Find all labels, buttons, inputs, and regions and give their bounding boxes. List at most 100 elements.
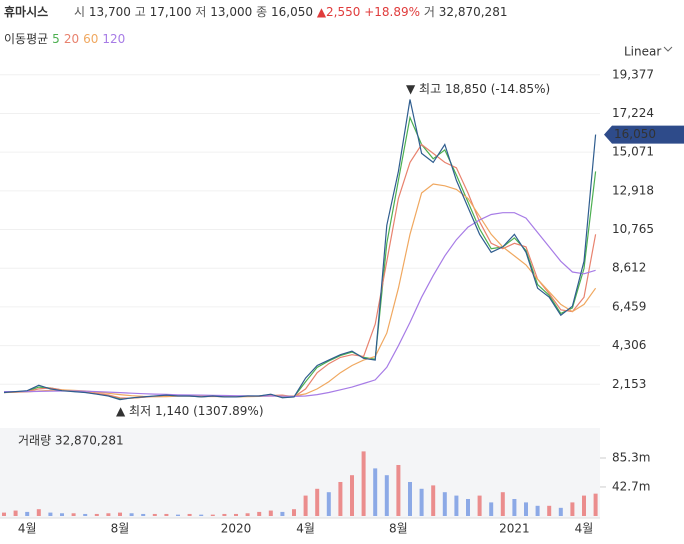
volume-bar [338,481,343,516]
legend-entry: 20 [64,32,79,46]
x-tick-label: 2020 [221,522,252,536]
volume-bar [187,513,192,516]
y-tick-label: 8,612 [612,261,646,275]
scale-toggle[interactable]: Linear [624,45,661,59]
volume-bar [500,492,505,516]
last-price-label: 16,050 [614,127,656,141]
volume-bar [384,475,389,516]
volume-bar [60,513,64,516]
volume-bar [2,512,6,516]
x-tick-label: 8월 [111,522,130,536]
label: 종 [256,5,267,19]
change: 2,550 [326,5,360,19]
label: 저 [195,5,206,19]
volume-bar [373,468,378,516]
y-tick-label: 12,918 [612,183,654,197]
y-tick-label: 19,377 [612,67,654,81]
y-tick-label: 6,459 [612,299,646,313]
volume-bar [234,513,238,516]
volume-bar [48,512,53,516]
volume-bar [350,475,354,516]
x-tick-label: 2021 [499,522,530,536]
volume-bar [13,510,18,516]
value: 13,000 [210,5,252,19]
volume-bar [535,505,540,516]
legend-entry: 5 [52,32,60,46]
volume-panel [0,428,600,518]
volume-bar [454,495,459,516]
label: 시 [74,5,85,19]
change-arrow: ▲ [317,5,327,19]
volume-bar [106,513,111,516]
volume-bar [558,507,563,516]
y-tick-label: 15,071 [612,145,654,159]
volume-bar [419,488,424,516]
ma-legend[interactable]: 이동평균 5 20 60 120 [4,32,125,46]
y-tick-label: 42.7m [612,479,650,493]
volume-bar [129,513,134,516]
y-tick-label: 85.3m [612,450,650,464]
value: 13,700 [89,5,131,19]
volume-bar [303,495,308,516]
volume-bar [570,502,575,516]
legend-entry: 60 [83,32,98,46]
volume-bar [396,464,401,516]
volume-bar [164,513,169,516]
volume-bar [489,502,494,516]
volume-bar [268,510,273,516]
volume-bar [222,513,227,516]
volume-title: 거래량 32,870,281 [18,434,124,448]
annotation: ▼ 최고 18,850 (-14.85%) [406,82,550,96]
volume-bar [431,485,436,516]
volume-bar [547,505,552,516]
volume-bar [442,492,447,516]
volume-bar [512,498,517,516]
y-tick-label: 10,765 [612,222,654,236]
volume-bar [36,509,41,516]
y-tick-label: 17,224 [612,106,654,120]
x-tick-label: 4월 [575,522,594,536]
value: 17,100 [150,5,192,19]
label: 고 [135,5,146,19]
volume-bar [176,514,180,516]
x-tick-label: 4월 [18,522,37,536]
dropdown-icon[interactable] [663,46,673,52]
volume-bar [593,493,598,516]
volume-bar [477,495,482,516]
volume-bar [466,498,470,516]
volume-bar [280,511,285,516]
volume-bar [71,513,76,516]
volume-bar [245,513,250,516]
volume-bar [582,495,586,516]
volume-bar [326,492,331,516]
value: 32,870,281 [439,5,508,19]
ma-line [3,115,597,400]
y-tick-label: 2,153 [612,377,646,391]
volume-bar [199,514,204,516]
annotation: ▲ 최저 1,140 (1307.89%) [116,404,264,418]
volume-bar [25,511,30,516]
x-tick-label: 4월 [296,522,315,536]
legend-entry: 120 [102,32,125,46]
volume-bar [210,514,215,516]
volume-bar [257,511,262,516]
volume-bar [141,513,146,516]
ma-title: 이동평균 [4,32,48,46]
last-price-tag [604,125,684,144]
volume-bar [152,513,157,516]
y-tick-label: 4,306 [612,338,646,352]
volume-bar [292,509,296,516]
volume-bar [83,513,88,516]
stock-header: 휴마시스 [4,4,48,19]
change-pct: +18.89% [364,5,420,19]
x-tick-label: 8월 [389,522,408,536]
volume-bar [524,502,528,516]
volume-bar [361,451,366,516]
value: 16,050 [271,5,313,19]
ma-line [3,143,597,399]
volume-bar [94,513,99,516]
ma-line [4,212,596,398]
volume-bar [408,481,412,516]
